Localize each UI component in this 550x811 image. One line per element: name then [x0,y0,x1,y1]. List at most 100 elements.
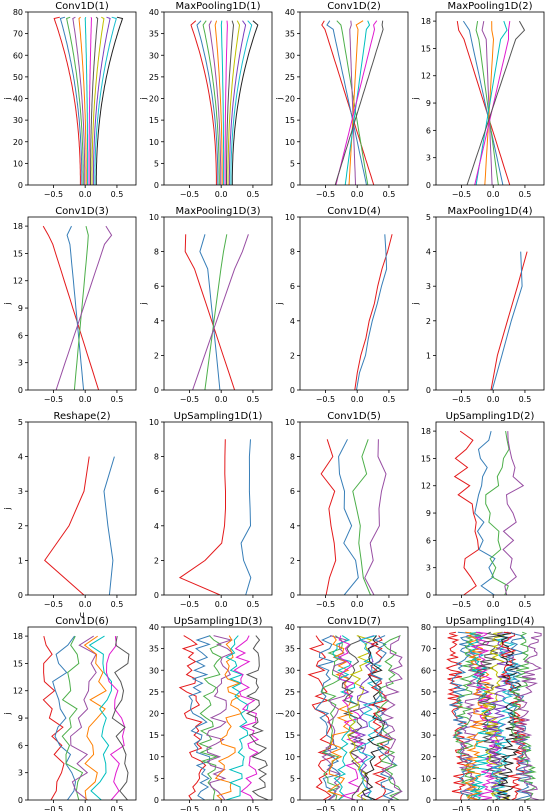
y-axis-label: j [411,302,420,305]
series-line [84,16,89,185]
x-tick-label: 0.5 [247,190,260,199]
y-tick-label: 8 [154,248,159,257]
series-line [178,635,207,800]
y-tick-label: 18 [421,427,431,436]
y-tick-label: 9 [426,509,431,518]
y-tick-label: 80 [421,623,431,632]
chart-title: Conv1D(3) [55,206,109,217]
y-tick-label: 20 [421,753,431,762]
y-tick-label: 2 [290,351,295,360]
y-tick-label: 15 [285,116,295,125]
chart-title: Reshape(2) [54,411,111,422]
series-group [42,635,130,800]
series-line [474,21,511,185]
series-group [190,20,259,185]
chart-title: UpSampling1D(3) [174,616,263,627]
series-line [462,20,504,185]
y-tick-label: 2 [154,556,159,565]
series-line [321,20,375,185]
x-tick-label: 0.5 [111,190,124,199]
series-line [88,635,113,800]
axes-frame [435,421,545,596]
series-line [94,16,117,185]
series-group [453,430,525,595]
x-tick-label: 0.5 [519,600,532,609]
y-tick-label: 3 [426,282,431,291]
x-tick-label: −0.5 [44,805,63,811]
y-tick-label: 5 [18,418,23,427]
panel-2: MaxPooling1D(1) −0.5 0.0 0.5 0 5 10 15 20 25 30 35 4… [139,1,273,199]
panel-1: Conv1D(1) −0.5 0.0 0.5 0 10 20 30 40 50 60 70 80 j [3,1,137,199]
x-tick-label: 0.0 [79,600,92,609]
series-line [326,20,367,185]
x-tick-label: −0.5 [316,395,335,404]
y-tick-label: 25 [149,688,159,697]
y-tick-label: 0 [426,181,431,190]
y-tick-label: 5 [290,159,295,168]
y-tick-label: 0 [426,386,431,395]
y-tick-label: 10 [285,138,295,147]
y-tick-label: 30 [285,666,295,675]
series-line [188,635,211,800]
y-tick-label: 40 [285,623,295,632]
series-group [320,439,387,595]
series-line [354,234,393,390]
series-line [92,16,111,185]
panel-8: MaxPooling1D(4) −0.5 0.0 0.5 0 1 2 3 4 5 j [411,206,545,404]
series-group [42,225,113,390]
x-tick-label: −0.5 [452,190,471,199]
series-line [449,631,478,800]
series-line [42,225,100,390]
series-line [111,636,130,800]
y-tick-label: 40 [149,623,159,632]
y-tick-label: 0 [290,181,295,190]
series-line [491,251,523,390]
x-tick-label: −0.5 [452,600,471,609]
series-group [321,20,384,185]
x-tick-label: −0.5 [44,395,63,404]
chart-title: MaxPooling1D(2) [447,1,532,12]
series-line [55,225,113,390]
series-line [95,16,124,185]
y-tick-label: 35 [285,645,295,654]
y-tick-label: 0 [154,591,159,600]
y-tick-label: 15 [421,44,431,53]
series-line [361,635,387,800]
y-tick-label: 1 [18,556,23,565]
y-tick-label: 5 [426,213,431,222]
series-line [349,20,356,185]
panel-4: MaxPooling1D(2) −0.5 0.0 0.5 0 3 6 9 12 15 18 j [411,1,545,199]
series-line [70,635,97,800]
y-tick-label: 4 [290,522,295,531]
x-tick-label: 0.0 [215,395,228,404]
y-tick-label: 0 [290,796,295,805]
series-line [475,21,499,185]
y-tick-label: 30 [149,51,159,60]
series-line [332,635,359,800]
series-line [456,21,511,185]
series-line [66,225,85,390]
y-tick-label: 40 [285,8,295,17]
y-tick-label: 25 [285,688,295,697]
series-line [42,635,65,800]
series-group [178,439,252,595]
series-group [354,234,393,390]
chart-title: MaxPooling1D(4) [447,206,532,217]
axes-frame [163,421,273,596]
series-line [228,20,247,185]
series-line [334,20,384,185]
chart-title: Conv1D(4) [327,206,381,217]
y-tick-label: 35 [285,30,295,39]
series-line [88,17,93,185]
series-line [356,635,384,800]
series-line [206,635,234,800]
x-tick-label: 0.0 [487,395,500,404]
series-line [485,431,510,595]
panel-11: Conv1D(5) −0.5 0.0 0.5 0 2 4 6 8 10 [285,411,409,609]
y-tick-label: 9 [18,714,23,723]
x-tick-label: 0.5 [247,805,260,811]
y-tick-label: 4 [18,453,23,462]
series-line [341,635,369,800]
y-axis-label: j [3,712,12,715]
series-line [220,20,225,185]
